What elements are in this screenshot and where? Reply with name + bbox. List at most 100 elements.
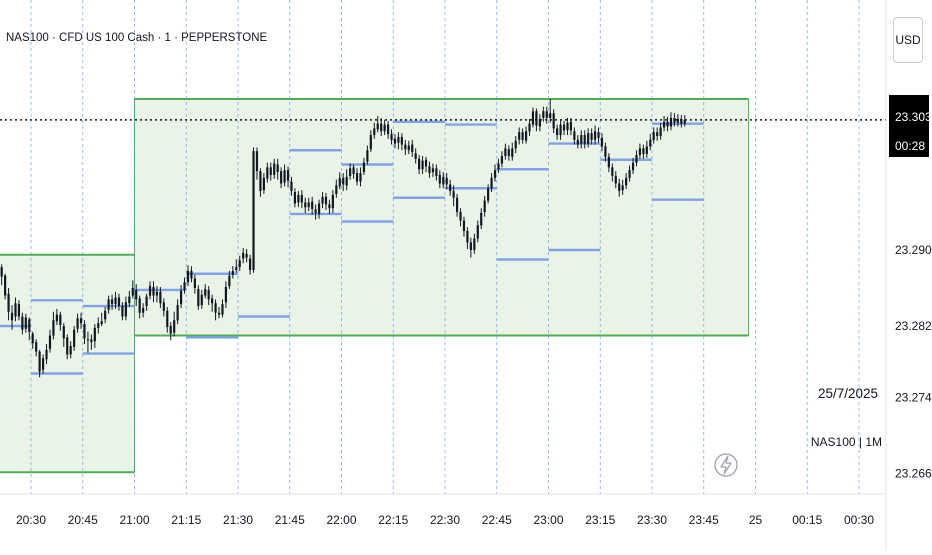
candle-body: [28, 319, 31, 332]
candle-body: [611, 167, 614, 176]
candle: [662, 116, 666, 132]
candle-body: [573, 131, 576, 140]
candle-body: [228, 275, 231, 287]
price-tick-label: 23.282,0: [895, 319, 932, 333]
candle: [266, 162, 269, 183]
lightning-icon-bolt: [720, 455, 732, 475]
candle: [611, 163, 614, 182]
candle: [41, 354, 45, 374]
candle: [524, 126, 528, 144]
price-axis-panel[interactable]: [886, 0, 932, 550]
candle: [93, 324, 96, 348]
current-price-marker: 23.303,7 00:28: [889, 95, 932, 157]
candle: [649, 134, 652, 151]
candle: [673, 113, 676, 127]
candle-body: [52, 320, 55, 336]
candle: [459, 208, 462, 227]
candle: [500, 151, 504, 168]
candle-body: [462, 220, 466, 231]
lightning-bolt-icon[interactable]: [714, 453, 738, 477]
candle-body: [383, 124, 386, 132]
candle: [542, 106, 545, 122]
candle-body: [490, 177, 493, 189]
candle: [445, 173, 448, 190]
candle-body: [362, 162, 366, 173]
candle: [676, 114, 679, 127]
candle: [317, 199, 321, 219]
candle: [228, 270, 231, 289]
candle-body: [307, 202, 310, 208]
candle-body: [645, 146, 648, 155]
candle: [497, 158, 500, 174]
candle: [442, 172, 445, 189]
candle: [155, 286, 159, 303]
candle-body: [369, 135, 372, 150]
candle: [386, 120, 390, 139]
candle-body: [248, 258, 252, 270]
candle-body: [676, 118, 679, 123]
candle: [200, 289, 203, 309]
candle-body: [69, 345, 72, 355]
time-tick-label: 23:15: [585, 513, 615, 527]
candle: [238, 255, 241, 271]
candle: [435, 164, 438, 181]
price-axis-labels: 23.290,0 23.282,0 23.274,5 23.266,5: [895, 243, 932, 480]
candle: [652, 127, 655, 144]
candle-body: [135, 289, 138, 300]
candle-body: [504, 148, 507, 156]
price-tick-label: 23.266,5: [895, 466, 932, 480]
candle-body: [117, 297, 121, 307]
candle-body: [552, 113, 555, 129]
candle-body: [97, 323, 100, 328]
candle: [645, 140, 648, 158]
candle-body: [276, 164, 279, 173]
candle: [235, 259, 238, 273]
candle-body: [428, 166, 431, 174]
candle: [55, 308, 58, 326]
candle-body: [193, 278, 196, 288]
candle: [490, 173, 493, 193]
candle: [466, 227, 469, 250]
currency-button[interactable]: USD: [893, 17, 923, 63]
candle-body: [673, 117, 676, 123]
candle-body: [79, 318, 83, 324]
candle: [280, 167, 283, 189]
candle: [407, 140, 410, 155]
candle: [669, 112, 673, 131]
candle-body: [618, 183, 621, 192]
candle-body: [390, 134, 393, 140]
candle-body: [407, 145, 410, 151]
candle: [38, 349, 41, 378]
candle: [90, 334, 93, 350]
candle: [638, 143, 642, 159]
candle-body: [262, 177, 265, 191]
candle: [538, 114, 541, 132]
candle-body: [600, 137, 604, 147]
candle-body: [186, 270, 190, 283]
candle-body: [414, 153, 417, 159]
candle-body: [418, 158, 421, 170]
candle: [604, 142, 607, 162]
candle: [17, 300, 21, 321]
candle-body: [217, 312, 221, 315]
candle: [656, 127, 659, 141]
candle-body: [297, 194, 300, 203]
candle: [411, 139, 414, 157]
candle-body: [31, 333, 34, 344]
candle: [152, 281, 155, 303]
candle: [576, 135, 579, 149]
candle-body: [148, 286, 152, 296]
candle: [449, 179, 452, 196]
candle-body: [280, 171, 283, 184]
candle-body: [211, 298, 214, 304]
candle: [307, 197, 310, 212]
candle-body: [652, 132, 655, 140]
candle-body: [173, 320, 176, 333]
candle: [418, 155, 421, 174]
candle: [117, 293, 121, 311]
candle-body: [545, 111, 548, 118]
time-gridlines: [30, 0, 860, 494]
candle-body: [438, 174, 441, 184]
candle: [428, 161, 431, 178]
